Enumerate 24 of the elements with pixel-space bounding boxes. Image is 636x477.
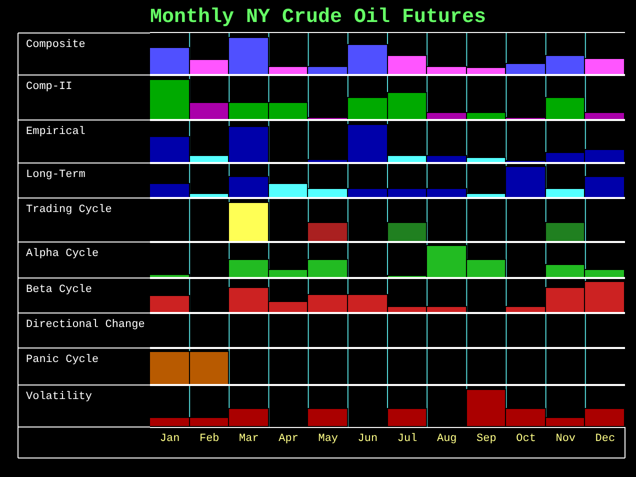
x-tick-label: Oct bbox=[516, 433, 536, 446]
x-tick-label: Jun bbox=[358, 433, 378, 446]
x-tick-label: Jan bbox=[160, 433, 180, 446]
x-tick-label: Feb bbox=[199, 433, 220, 446]
y-axis-title: Composite bbox=[26, 39, 86, 51]
x-tick-label: Dec bbox=[595, 433, 616, 446]
x-tick-label: Aug bbox=[436, 433, 457, 446]
x-tick-label: Jul bbox=[397, 433, 418, 446]
x-tick-label: Apr bbox=[278, 433, 298, 446]
x-tick-label: Sep bbox=[476, 433, 496, 446]
chart-title: Monthly NY Crude Oil Futures bbox=[150, 6, 486, 29]
y-axis-title: Panic Cycle bbox=[26, 354, 99, 366]
y-axis-title: Volatility bbox=[26, 391, 92, 403]
y-axis-title: Comp-II bbox=[26, 81, 72, 93]
y-axis-title: Beta Cycle bbox=[26, 284, 92, 296]
bar bbox=[150, 295, 190, 313]
text: Directional Change bbox=[26, 319, 145, 331]
x-tick-label: Nov bbox=[556, 433, 576, 446]
y-axis-title: Empirical bbox=[26, 126, 86, 138]
y-axis-title: Trading Cycle bbox=[26, 204, 112, 216]
x-tick-label: May bbox=[318, 433, 338, 446]
x-tick-label: Mar bbox=[239, 433, 259, 446]
y-axis-title: Alpha Cycle bbox=[26, 248, 99, 260]
y-axis-title: Long-Term bbox=[26, 169, 86, 181]
